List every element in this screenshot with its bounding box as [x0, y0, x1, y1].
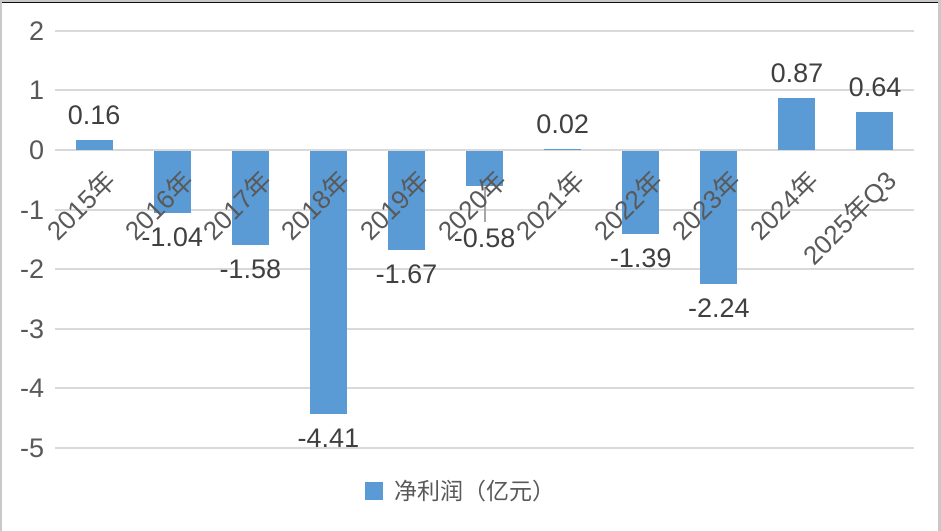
legend-label: 净利润（亿元） — [394, 478, 555, 504]
data-label-2021年: 0.02 — [536, 108, 589, 139]
frame-border-top — [0, 0, 941, 2]
bar-2017年 — [231, 151, 269, 246]
bar-2025年Q3 — [856, 111, 894, 150]
bar-2021年 — [544, 148, 582, 150]
data-label-2017年: -1.58 — [219, 254, 281, 285]
bar-2016年 — [153, 151, 191, 213]
bar-2018年 — [309, 151, 347, 414]
category-label-2015年: 2015年 — [41, 165, 122, 246]
y-axis-tick-label: -1 — [19, 194, 44, 225]
y-axis-tick-label: 1 — [28, 75, 44, 106]
legend-swatch — [365, 482, 383, 500]
bar-2015年 — [75, 140, 113, 150]
y-axis-tick-label: -3 — [19, 313, 44, 344]
gridline-y--5 — [55, 446, 914, 449]
data-label-2025年Q3: 0.64 — [848, 71, 902, 102]
leader-line-2020年 — [483, 186, 486, 222]
data-label-2018年: -4.41 — [297, 422, 360, 453]
data-label-2024年: 0.87 — [770, 58, 824, 89]
data-label-2016年: -1.04 — [141, 221, 203, 252]
y-axis-tick-label: 2 — [28, 15, 44, 46]
y-axis-tick-label: -5 — [19, 432, 44, 463]
frame-border-left — [0, 0, 2, 531]
bar-2024年 — [778, 98, 816, 150]
gridline-y--4 — [55, 387, 914, 390]
gridline-y--2 — [55, 268, 914, 271]
gridline-y-2 — [55, 29, 914, 32]
gridline-y--3 — [55, 327, 914, 330]
legend: 净利润（亿元） — [365, 478, 555, 504]
data-label-2019年: -1.67 — [375, 259, 438, 290]
bar-2023年 — [700, 151, 738, 285]
data-label-2020年: -0.58 — [453, 222, 516, 253]
bar-2020年 — [466, 151, 503, 186]
gridline-y-1 — [55, 89, 914, 92]
data-label-2023年: -2.24 — [687, 293, 750, 324]
bar-2019年 — [387, 151, 425, 251]
frame-border-right — [938, 0, 941, 531]
category-label-2021年: 2021年 — [509, 165, 591, 246]
data-label-2015年: 0.16 — [67, 100, 121, 131]
y-axis-tick-label: -2 — [19, 254, 44, 285]
bar-2022年 — [622, 151, 660, 234]
y-axis-tick-label: -4 — [19, 373, 44, 404]
gridline-y-0 — [55, 149, 914, 151]
data-label-2022年: -1.39 — [609, 242, 672, 273]
y-axis-tick-label: 0 — [28, 135, 44, 165]
